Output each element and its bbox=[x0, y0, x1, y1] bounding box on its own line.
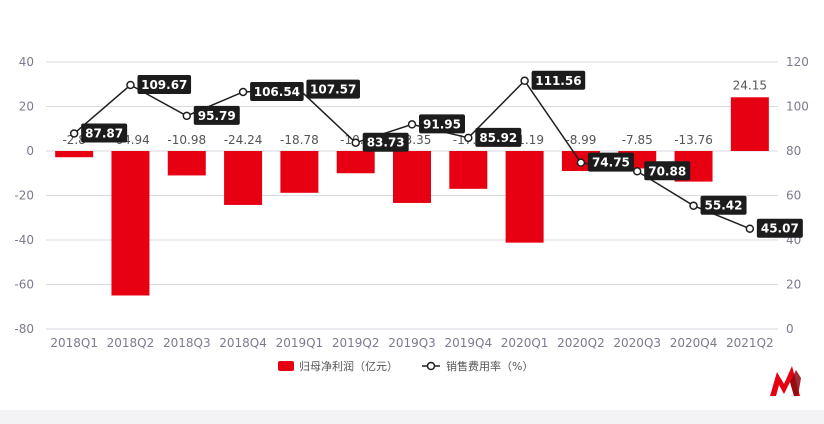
right-axis-tick-label: 80 bbox=[786, 144, 801, 158]
line-value-label: 45.07 bbox=[761, 222, 799, 236]
line-point bbox=[182, 111, 192, 121]
bar bbox=[393, 151, 431, 203]
line-value-label-bg bbox=[531, 70, 586, 90]
line-value-label: 111.56 bbox=[535, 74, 581, 88]
x-axis: 2018Q1 2018Q2 2018Q3 2018Q4 2019Q1 2019Q2 2019… bbox=[50, 336, 773, 350]
line-value-label-bg bbox=[362, 132, 409, 152]
bar bbox=[730, 97, 769, 151]
left-axis-tick-label: -80 bbox=[14, 322, 34, 336]
bar bbox=[336, 151, 375, 174]
line-value-label: 70.88 bbox=[648, 164, 686, 178]
x-axis-tick-label: 2018Q3 bbox=[163, 336, 211, 350]
line-value-label-bg bbox=[587, 152, 634, 172]
x-axis-tick-label: 2019Q3 bbox=[388, 336, 436, 350]
bar bbox=[280, 151, 319, 193]
brand-logo bbox=[770, 366, 801, 396]
line-value-label: 85.92 bbox=[479, 131, 517, 145]
legend-line-marker bbox=[426, 361, 436, 371]
bar bbox=[505, 151, 544, 243]
legend-line-label: 销售费用率（%） bbox=[446, 359, 533, 373]
line-point bbox=[576, 158, 586, 167]
line-point bbox=[351, 138, 360, 147]
line-point bbox=[407, 120, 417, 129]
bar-value-label: -24.24 bbox=[224, 133, 263, 147]
bar-value-label: -2.8 bbox=[62, 133, 85, 147]
right-axis-tick-label: 120 bbox=[786, 55, 809, 69]
x-axis-tick-label: 2020Q2 bbox=[557, 336, 605, 350]
bar-value-label: 24.15 bbox=[733, 78, 767, 92]
x-axis-tick-label: 2021Q2 bbox=[726, 336, 774, 350]
right-axis-tick-label: 0 bbox=[786, 322, 794, 336]
line-value-label: 55.42 bbox=[705, 199, 743, 213]
bar-value-label: -18.78 bbox=[280, 133, 319, 147]
line-value-label: 95.79 bbox=[198, 109, 236, 123]
left-axis-tick-label: 0 bbox=[26, 144, 34, 158]
line-value-label-bg bbox=[419, 114, 465, 134]
bar bbox=[55, 151, 94, 158]
line-value-label-bg bbox=[306, 79, 360, 99]
line-value-label: 74.75 bbox=[592, 156, 630, 170]
left-axis-tick-label: -40 bbox=[14, 233, 34, 247]
left-axis: 40 20 0 -20 -40 -60 -80 bbox=[14, 55, 34, 336]
line-value-label-bg bbox=[250, 81, 304, 101]
legend-bar-label: 归母净利润（亿元） bbox=[299, 359, 398, 373]
bar bbox=[111, 151, 150, 296]
x-axis-tick-label: 2019Q2 bbox=[332, 336, 380, 350]
left-axis-tick-label: 40 bbox=[19, 55, 34, 69]
line-point bbox=[689, 201, 698, 210]
x-axis-tick-label: 2018Q2 bbox=[107, 336, 155, 350]
line-labels: 87.87 109.67 95.79 106.54 107.57 83.73 91.95 85… bbox=[81, 70, 803, 238]
bar-value-label: -13.76 bbox=[674, 133, 713, 147]
line-value-label-bg bbox=[475, 127, 522, 147]
line-value-label-bg bbox=[700, 195, 747, 215]
bar bbox=[224, 151, 263, 205]
line-value-label: 109.67 bbox=[141, 78, 187, 92]
line-value-label-bg bbox=[137, 74, 192, 94]
line-value-label: 91.95 bbox=[423, 117, 461, 131]
x-axis-tick-label: 2018Q1 bbox=[50, 336, 98, 350]
line-point bbox=[520, 76, 529, 86]
right-axis-tick-label: 60 bbox=[786, 189, 801, 203]
bar bbox=[449, 151, 488, 189]
line-point bbox=[464, 133, 473, 143]
line-value-label-bg bbox=[81, 123, 128, 143]
right-axis-tick-label: 100 bbox=[786, 100, 809, 114]
line-value-label: 106.54 bbox=[254, 85, 300, 99]
line-value-label: 83.73 bbox=[367, 136, 405, 150]
line-value-label: 107.57 bbox=[310, 83, 356, 97]
x-axis-tick-label: 2020Q3 bbox=[613, 336, 661, 350]
x-axis-tick-label: 2019Q4 bbox=[444, 336, 492, 350]
bar bbox=[167, 151, 206, 176]
legend-bar-swatch bbox=[278, 361, 294, 371]
bar-value-label: -7.85 bbox=[622, 133, 653, 147]
right-axis-tick-label: 20 bbox=[786, 278, 801, 292]
x-axis-tick-label: 2020Q1 bbox=[501, 336, 549, 350]
bar-value-label: -8.99 bbox=[565, 133, 596, 147]
left-axis-tick-label: 20 bbox=[19, 100, 34, 114]
line-value-label-bg bbox=[756, 218, 803, 238]
line-value-label-bg bbox=[644, 161, 691, 181]
line-value-label-bg bbox=[193, 105, 240, 125]
x-axis-tick-label: 2018Q4 bbox=[219, 336, 267, 350]
line-point bbox=[632, 167, 642, 176]
line-point bbox=[745, 224, 755, 233]
bottom-strip bbox=[0, 410, 824, 424]
bar-value-label: -10.98 bbox=[167, 133, 206, 147]
line-value-label: 87.87 bbox=[85, 126, 123, 140]
line-point bbox=[238, 87, 248, 97]
left-axis-tick-label: -60 bbox=[14, 278, 34, 292]
line-point bbox=[69, 129, 79, 138]
line-point bbox=[126, 80, 135, 90]
legend: 归母净利润（亿元） 销售费用率（%） bbox=[278, 359, 533, 373]
x-axis-tick-label: 2019Q1 bbox=[276, 336, 324, 350]
bar-series bbox=[55, 97, 769, 296]
left-axis-tick-label: -20 bbox=[14, 189, 34, 203]
x-axis-tick-label: 2020Q4 bbox=[670, 336, 718, 350]
